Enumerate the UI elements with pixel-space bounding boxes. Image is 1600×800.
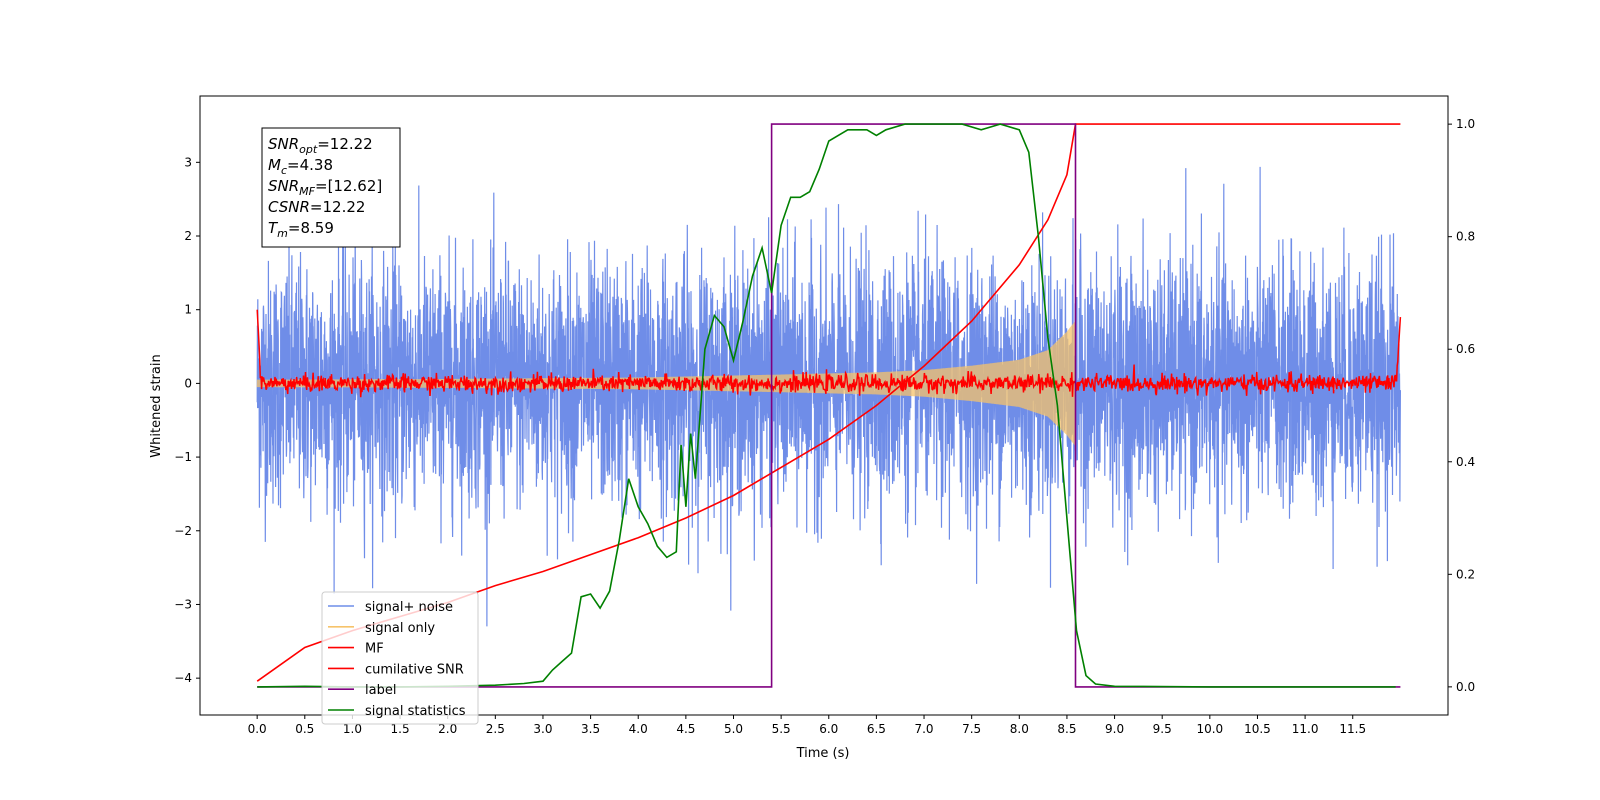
y2-tick-label: 0.4 <box>1456 455 1475 469</box>
legend-label: signal statistics <box>365 704 466 719</box>
x-tick-label: 9.5 <box>1153 722 1172 736</box>
info-line-sub: opt <box>299 143 318 156</box>
y-axis-label: Whitened strain <box>149 354 164 457</box>
y2-tick-label: 0.6 <box>1456 342 1475 356</box>
info-line-value: =4.38 <box>287 156 333 174</box>
x-tick-label: 0.5 <box>295 722 314 736</box>
x-tick-label: 4.0 <box>629 722 648 736</box>
y2-tick-label: 0.0 <box>1456 680 1475 694</box>
series-line-mf <box>256 309 1402 398</box>
x-tick-label: 6.5 <box>867 722 886 736</box>
y-tick-label: −4 <box>174 671 192 685</box>
x-tick-label: 6.0 <box>819 722 838 736</box>
info-line-value: =12.22 <box>310 198 366 216</box>
info-line: CSNR=12.22 <box>268 198 365 216</box>
info-line-base: CSNR <box>268 198 310 216</box>
x-tick-label: 7.0 <box>914 722 933 736</box>
y-tick-label: 1 <box>184 303 192 317</box>
x-tick-label: 11.0 <box>1292 722 1319 736</box>
x-tick-label: 2.5 <box>486 722 505 736</box>
info-line-sub: m <box>277 227 288 240</box>
info-line: Tm=8.59 <box>268 219 334 240</box>
legend-label: cumilative SNR <box>365 662 464 677</box>
x-tick-label: 3.5 <box>581 722 600 736</box>
info-line-sub: MF <box>299 185 315 198</box>
legend-label: signal only <box>365 621 435 636</box>
x-tick-label: 1.0 <box>343 722 362 736</box>
x-tick-label: 10.0 <box>1196 722 1223 736</box>
info-line-base: M <box>268 156 281 174</box>
y-axis-left: −4 −3 −2 −1 0 1 2 3 <box>174 155 200 685</box>
x-tick-label: 9.0 <box>1105 722 1124 736</box>
x-tick-label: 1.5 <box>391 722 410 736</box>
info-line-base: SNR <box>268 177 299 195</box>
x-tick-label: 2.0 <box>438 722 457 736</box>
info-line-sub: c <box>281 164 287 177</box>
y-tick-label: −3 <box>174 597 192 611</box>
x-tick-label: 0.0 <box>248 722 267 736</box>
x-tick-label: 5.0 <box>724 722 743 736</box>
info-line: Mc=4.38 <box>268 156 333 177</box>
x-axis-label: Time (s) <box>796 746 850 761</box>
x-tick-label: 10.5 <box>1244 722 1271 736</box>
legend-label: label <box>365 683 396 698</box>
info-box-frame <box>261 127 401 248</box>
info-line-value: =12.22 <box>317 135 373 153</box>
plot-frame <box>199 95 1449 716</box>
x-tick-label: 8.5 <box>1057 722 1076 736</box>
legend: signal+ noise signal only MF cumilative SNR… <box>321 591 479 725</box>
x-tick-label: 11.5 <box>1339 722 1366 736</box>
info-box: SNRopt=12.22Mc=4.38SNRMF=[12.62]CSNR=12.… <box>261 127 401 248</box>
y-axis-right: 0.0 0.2 0.4 0.6 0.8 1.0 <box>1448 117 1475 694</box>
legend-label: MF <box>365 642 384 657</box>
info-line: SNRMF=[12.62] <box>268 177 382 198</box>
legend-label: signal+ noise <box>365 600 453 615</box>
x-tick-label: 8.0 <box>1010 722 1029 736</box>
info-line-base: T <box>268 219 279 237</box>
series-line-signal-statistics <box>257 123 1396 688</box>
info-line-base: SNR <box>268 135 299 153</box>
y-tick-label: −1 <box>174 450 192 464</box>
info-line-value: =8.59 <box>288 219 334 237</box>
info-line: SNRopt=12.22 <box>268 135 373 156</box>
x-tick-label: 4.5 <box>676 722 695 736</box>
y2-tick-label: 0.2 <box>1456 567 1475 581</box>
x-tick-label: 7.5 <box>962 722 981 736</box>
y-tick-label: 3 <box>184 155 192 169</box>
y-tick-label: 2 <box>184 229 192 243</box>
x-axis: 0.0 0.5 1.0 1.5 2.0 2.5 3.0 3.5 4.0 4.5 5.0 5.5 6.0 6… <box>248 715 1366 736</box>
y2-tick-label: 1.0 <box>1456 117 1475 131</box>
info-line-value: =[12.62] <box>315 177 382 195</box>
x-tick-label: 3.0 <box>533 722 552 736</box>
x-tick-label: 5.5 <box>772 722 791 736</box>
y-tick-label: 0 <box>184 376 192 390</box>
y-tick-label: −2 <box>174 524 192 538</box>
legend-frame <box>321 591 479 725</box>
y2-tick-label: 0.8 <box>1456 230 1475 244</box>
